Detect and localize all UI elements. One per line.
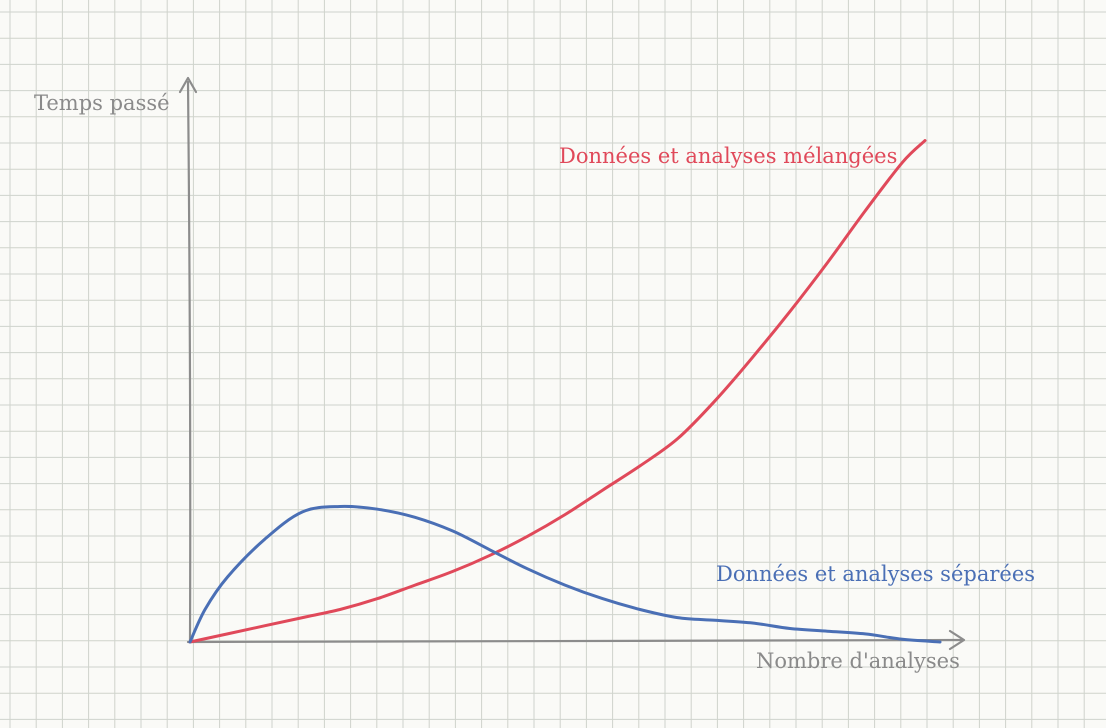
y-axis [186, 80, 192, 644]
x-axis [186, 638, 964, 644]
series-line-0 [188, 139, 927, 644]
series-layer [188, 139, 942, 644]
y-axis-arrowhead [178, 76, 198, 94]
y-axis-label: Temps passé [34, 91, 170, 115]
series-label-melangees: Données et analyses mélangées [559, 144, 897, 168]
series-label-separees: Données et analyses séparées [716, 562, 1035, 586]
x-axis-arrowhead [948, 629, 966, 651]
series-line-1 [188, 504, 942, 644]
axes [178, 76, 966, 651]
x-axis-label: Nombre d'analyses [756, 649, 960, 673]
